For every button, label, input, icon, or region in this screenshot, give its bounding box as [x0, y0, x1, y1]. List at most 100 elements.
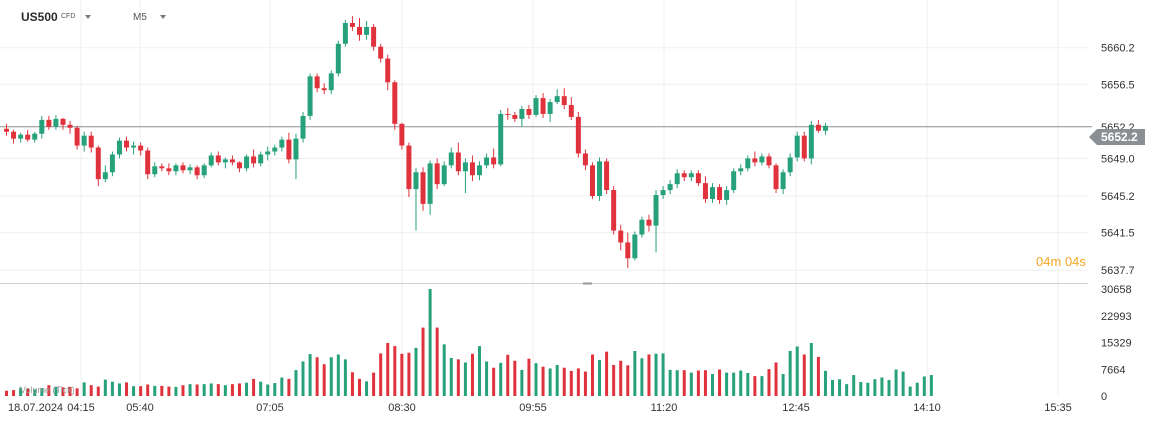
candle[interactable]	[568, 97, 574, 120]
candle[interactable]	[717, 184, 723, 204]
candle[interactable]	[81, 131, 87, 152]
candle[interactable]	[702, 176, 708, 203]
candle[interactable]	[46, 115, 52, 130]
candle[interactable]	[759, 153, 765, 166]
candle[interactable]	[688, 170, 694, 182]
candle[interactable]	[364, 21, 370, 40]
candle[interactable]	[138, 142, 144, 156]
candle[interactable]	[152, 162, 158, 178]
candle[interactable]	[357, 18, 362, 41]
candle[interactable]	[448, 147, 454, 169]
candle[interactable]	[477, 161, 483, 181]
candle[interactable]	[116, 137, 122, 159]
candle[interactable]	[109, 151, 115, 177]
candle[interactable]	[582, 149, 588, 171]
candle[interactable]	[660, 186, 666, 199]
candle[interactable]	[342, 20, 348, 47]
candle[interactable]	[293, 133, 299, 180]
chevron-down-icon[interactable]	[160, 15, 166, 19]
candle[interactable]	[519, 106, 525, 127]
candle[interactable]	[695, 170, 701, 187]
candle[interactable]	[180, 162, 186, 174]
candle[interactable]	[39, 115, 45, 139]
candle[interactable]	[307, 73, 313, 120]
candle[interactable]	[194, 165, 200, 180]
candle[interactable]	[484, 153, 490, 169]
candle[interactable]	[801, 131, 807, 162]
candle[interactable]	[222, 157, 228, 169]
candle[interactable]	[434, 158, 440, 190]
candle[interactable]	[597, 157, 603, 201]
candle[interactable]	[11, 129, 17, 144]
candle[interactable]	[505, 108, 511, 120]
candle[interactable]	[131, 141, 137, 155]
candle[interactable]	[399, 122, 405, 150]
candle[interactable]	[166, 163, 172, 176]
candle[interactable]	[60, 117, 66, 130]
candle[interactable]	[766, 153, 772, 169]
candle[interactable]	[540, 93, 546, 118]
candle[interactable]	[547, 99, 553, 122]
candle[interactable]	[575, 111, 581, 158]
candle[interactable]	[787, 153, 793, 177]
candle[interactable]	[618, 224, 624, 251]
candle[interactable]	[604, 158, 610, 195]
candle[interactable]	[491, 148, 497, 169]
candle[interactable]	[236, 161, 242, 173]
candle[interactable]	[526, 105, 532, 119]
candle[interactable]	[554, 89, 560, 105]
candle[interactable]	[469, 155, 475, 182]
candle[interactable]	[208, 152, 214, 168]
candle[interactable]	[794, 131, 800, 162]
candle[interactable]	[681, 170, 687, 182]
candle[interactable]	[4, 123, 9, 136]
candle[interactable]	[674, 169, 680, 189]
candle[interactable]	[724, 186, 730, 205]
candle[interactable]	[244, 154, 250, 172]
candle[interactable]	[815, 119, 821, 133]
candle[interactable]	[159, 163, 165, 172]
candle[interactable]	[441, 161, 447, 187]
candle[interactable]	[145, 147, 151, 180]
candle[interactable]	[215, 151, 221, 166]
candle[interactable]	[349, 16, 355, 31]
candle[interactable]	[589, 162, 595, 199]
candle[interactable]	[335, 40, 341, 77]
candle[interactable]	[102, 165, 108, 183]
candle[interactable]	[279, 136, 285, 152]
candle[interactable]	[286, 132, 292, 164]
candle[interactable]	[74, 125, 80, 150]
candle[interactable]	[67, 120, 73, 134]
candle[interactable]	[392, 80, 398, 130]
candle[interactable]	[752, 151, 758, 167]
candle[interactable]	[822, 122, 828, 135]
candle[interactable]	[773, 163, 779, 194]
candle[interactable]	[371, 23, 377, 51]
candle[interactable]	[321, 83, 327, 95]
candle[interactable]	[53, 114, 59, 130]
candle[interactable]	[300, 111, 306, 143]
candle[interactable]	[265, 146, 271, 161]
candle[interactable]	[95, 145, 101, 187]
candle[interactable]	[328, 70, 334, 95]
candle[interactable]	[512, 111, 518, 122]
candle[interactable]	[533, 95, 539, 117]
symbol-name[interactable]: US500	[21, 10, 58, 24]
candle[interactable]	[639, 216, 645, 238]
candle[interactable]	[653, 190, 659, 253]
candle[interactable]	[780, 169, 786, 195]
candle[interactable]	[18, 132, 24, 143]
candle[interactable]	[745, 155, 751, 172]
candle[interactable]	[173, 163, 179, 176]
candle[interactable]	[427, 160, 433, 215]
candle[interactable]	[314, 73, 320, 93]
candle[interactable]	[258, 151, 264, 167]
candle[interactable]	[625, 232, 631, 269]
candle[interactable]	[25, 129, 31, 142]
candle[interactable]	[413, 168, 419, 231]
candle[interactable]	[738, 164, 744, 176]
candle[interactable]	[124, 136, 130, 152]
candle[interactable]	[462, 158, 468, 194]
candle[interactable]	[272, 144, 278, 156]
